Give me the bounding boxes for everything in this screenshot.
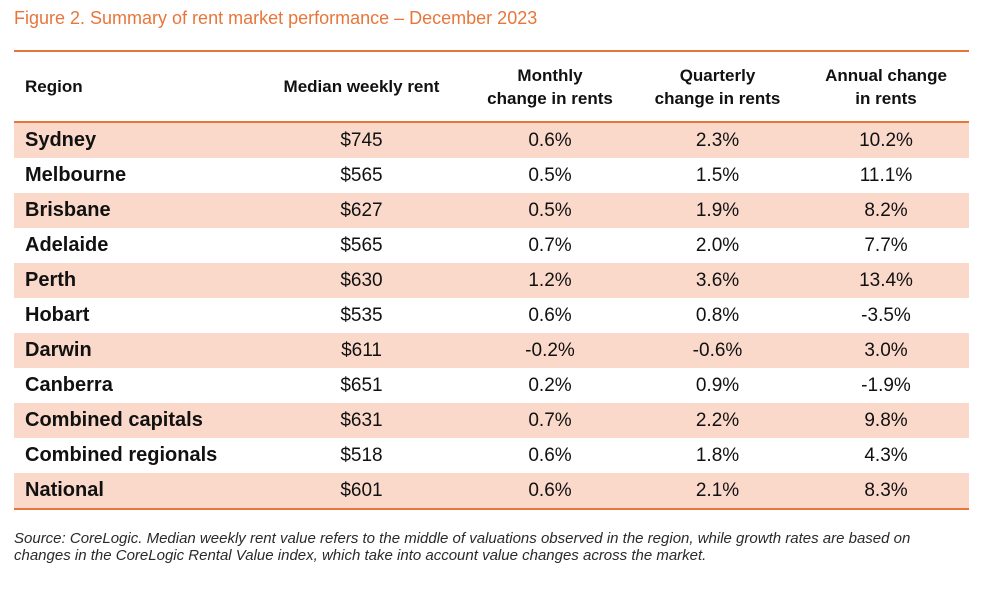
- annual-change-cell: 11.1%: [859, 164, 913, 186]
- monthly-change-cell: 0.2%: [528, 374, 572, 396]
- annual-change-cell: -1.9%: [861, 374, 911, 396]
- monthly-change-cell: 0.6%: [468, 122, 632, 158]
- figure-title: Figure 2. Summary of rent market perform…: [14, 8, 538, 28]
- quarterly-change-cell: 0.8%: [695, 304, 740, 326]
- source-note: Source: CoreLogic. Median weekly rent va…: [14, 530, 911, 564]
- table-header-row: Region Median weekly rent Monthly change…: [14, 52, 969, 123]
- monthly-change-cell: 0.7%: [468, 403, 632, 438]
- header-monthly-change: Monthly change in rents: [468, 52, 632, 123]
- table-row: Combined capitals $631 0.7% 2.2% 9.8%: [14, 403, 969, 438]
- table-row: National $601 0.6% 2.1% 8.3%: [14, 473, 969, 510]
- region-cell: Adelaide: [25, 234, 109, 256]
- table-row: Adelaide $565 0.7% 2.0% 7.7%: [14, 228, 969, 263]
- monthly-change-cell: 0.7%: [528, 234, 572, 256]
- annual-change-cell: -3.5%: [861, 304, 911, 326]
- annual-change-cell: 8.2%: [803, 193, 969, 228]
- annual-change-cell: 7.7%: [864, 234, 908, 256]
- header-monthly-line2: change in rents: [487, 88, 613, 108]
- annual-change-cell: 9.8%: [803, 403, 969, 438]
- median-rent-cell: $565: [340, 234, 383, 256]
- monthly-change-cell: 0.6%: [528, 444, 572, 466]
- header-median-weekly-rent: Median weekly rent: [255, 52, 468, 123]
- annual-change-cell: 8.3%: [803, 473, 969, 510]
- monthly-change-cell: 0.5%: [528, 164, 572, 186]
- median-rent-cell: $627: [255, 193, 468, 228]
- median-rent-cell: $745: [255, 122, 468, 158]
- annual-change-cell: 10.2%: [803, 122, 969, 158]
- quarterly-change-cell: 2.2%: [632, 403, 803, 438]
- region-cell: Melbourne: [25, 164, 127, 186]
- region-cell: Brisbane: [14, 193, 255, 228]
- median-rent-cell: $631: [255, 403, 468, 438]
- region-cell: Sydney: [14, 122, 255, 158]
- region-cell: National: [14, 473, 255, 510]
- annual-change-cell: 4.3%: [864, 444, 908, 466]
- region-cell: Darwin: [14, 333, 255, 368]
- table-row: Sydney $745 0.6% 2.3% 10.2%: [14, 122, 969, 158]
- quarterly-change-cell: 1.8%: [695, 444, 740, 466]
- region-cell: Canberra: [25, 374, 113, 396]
- quarterly-change-cell: 1.9%: [632, 193, 803, 228]
- table-row: Melbourne $565 0.5% 1.5% 11.1%: [14, 158, 969, 193]
- table-body: Sydney $745 0.6% 2.3% 10.2% Melbourne $565 0.5%…: [14, 122, 969, 510]
- region-cell: Combined capitals: [14, 403, 255, 438]
- quarterly-change-cell: 2.3%: [632, 122, 803, 158]
- median-rent-cell: $565: [340, 164, 383, 186]
- median-rent-cell: $611: [255, 333, 468, 368]
- median-rent-cell: $518: [340, 444, 383, 466]
- header-annual-change: Annual change in rents: [803, 52, 969, 123]
- header-annual-line1: Annual change: [825, 65, 947, 85]
- header-monthly-line1: Monthly: [517, 65, 583, 85]
- title-divider: [14, 50, 969, 52]
- table-row: Darwin $611 -0.2% -0.6% 3.0%: [14, 333, 969, 368]
- quarterly-change-cell: -0.6%: [632, 333, 803, 368]
- monthly-change-cell: 0.6%: [528, 304, 572, 326]
- header-region: Region: [14, 52, 255, 123]
- monthly-change-cell: -0.2%: [468, 333, 632, 368]
- region-cell: Hobart: [25, 304, 90, 326]
- monthly-change-cell: 0.6%: [468, 473, 632, 510]
- monthly-change-cell: 1.2%: [468, 263, 632, 298]
- monthly-change-cell: 0.5%: [468, 193, 632, 228]
- header-annual-line2: in rents: [855, 88, 917, 108]
- table-row: Hobart $535 0.6% 0.8% -3.5%: [14, 298, 969, 333]
- annual-change-cell: 3.0%: [803, 333, 969, 368]
- median-rent-cell: $601: [255, 473, 468, 510]
- rent-summary-table: Region Median weekly rent Monthly change…: [14, 52, 969, 510]
- median-rent-cell: $630: [255, 263, 468, 298]
- header-quarterly-line1: Quarterly: [679, 65, 756, 85]
- header-quarterly-line2: change in rents: [654, 88, 781, 108]
- annual-change-cell: 13.4%: [803, 263, 969, 298]
- quarterly-change-cell: 1.5%: [695, 164, 740, 186]
- quarterly-change-cell: 2.0%: [695, 234, 740, 256]
- median-rent-cell: $651: [340, 374, 383, 396]
- region-cell: Perth: [14, 263, 255, 298]
- region-cell: Combined regionals: [25, 444, 218, 466]
- table-row: Canberra $651 0.2% 0.9% -1.9%: [14, 368, 969, 403]
- table-row: Perth $630 1.2% 3.6% 13.4%: [14, 263, 969, 298]
- header-quarterly-change: Quarterly change in rents: [632, 52, 803, 123]
- table-row: Brisbane $627 0.5% 1.9% 8.2%: [14, 193, 969, 228]
- table-row: Combined regionals $518 0.6% 1.8% 4.3%: [14, 438, 969, 473]
- quarterly-change-cell: 2.1%: [632, 473, 803, 510]
- median-rent-cell: $535: [340, 304, 383, 326]
- quarterly-change-cell: 0.9%: [695, 374, 740, 396]
- quarterly-change-cell: 3.6%: [632, 263, 803, 298]
